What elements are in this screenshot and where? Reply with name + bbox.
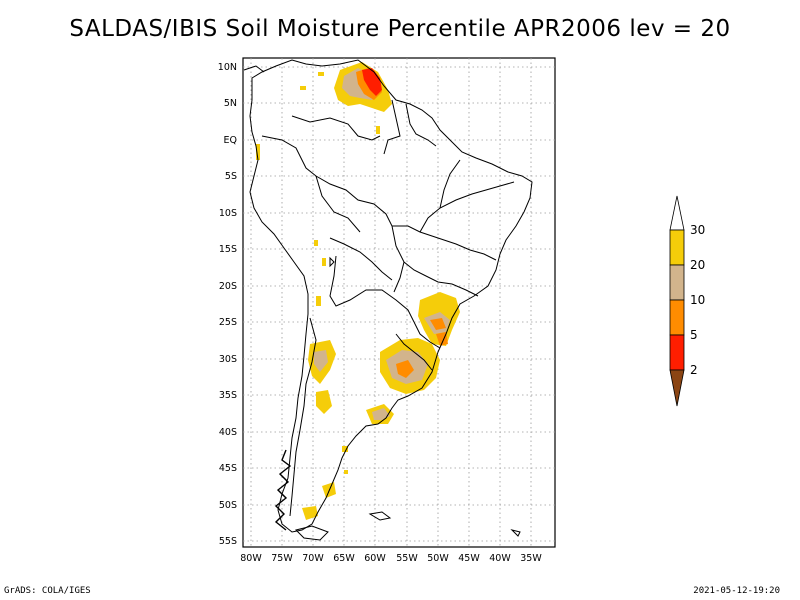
- region-orange-southeast: [430, 318, 446, 330]
- lon-tick: 75W: [271, 553, 293, 564]
- region-yellow-patagonia2: [302, 506, 318, 520]
- lat-tick: 35S: [219, 390, 237, 401]
- country-border: [329, 255, 415, 323]
- lon-tick: 70W: [302, 553, 324, 564]
- lat-tick: 15S: [219, 244, 237, 255]
- country-border: [405, 103, 437, 147]
- region-orange-uruguay: [396, 360, 414, 378]
- region-red-north: [362, 68, 382, 96]
- lon-tick: 45W: [458, 553, 480, 564]
- country-border: [439, 159, 461, 209]
- southeast-island: [510, 529, 521, 537]
- country-border: [413, 321, 441, 349]
- lon-axis: 80W 75W 70W 65W 60W 55W 50W 45W 40W 35W: [240, 553, 542, 564]
- country-border: [261, 135, 393, 227]
- region-yellow-speck: [318, 72, 324, 76]
- colorbar-label: 5: [690, 328, 698, 342]
- colorbar-label: 20: [690, 258, 705, 272]
- region-yellow-argentina2: [316, 390, 332, 414]
- lon-tick: 65W: [333, 553, 355, 564]
- country-border: [419, 181, 515, 233]
- percentile-shading: [256, 62, 460, 520]
- region-yellow-speck: [300, 86, 306, 90]
- colorbar-label: 10: [690, 293, 705, 307]
- footer-timestamp: 2021-05-12-19:20: [693, 586, 780, 596]
- lat-tick: 45S: [219, 463, 237, 474]
- country-border: [291, 115, 381, 141]
- lon-tick: 50W: [427, 553, 449, 564]
- colorbar-label: 2: [690, 363, 698, 377]
- colorbar-swatch-2-5: [669, 334, 685, 371]
- colorbar: [669, 195, 685, 407]
- colorbar-label: 30: [690, 223, 705, 237]
- lon-tick: 80W: [240, 553, 262, 564]
- lat-tick: 20S: [219, 281, 237, 292]
- country-border: [329, 237, 393, 281]
- region-yellow-speck: [314, 240, 318, 246]
- region-tan-argentina: [314, 350, 328, 372]
- lat-tick: 30S: [219, 354, 237, 365]
- country-border: [391, 225, 479, 297]
- lat-tick: 55S: [219, 536, 237, 547]
- lon-tick: 55W: [396, 553, 418, 564]
- lat-tick: 10S: [219, 208, 237, 219]
- falkland-islands: [368, 511, 392, 521]
- lat-tick: 50S: [219, 500, 237, 511]
- fjord-coast: [274, 449, 292, 531]
- lat-tick: 25S: [219, 317, 237, 328]
- lat-axis: 10N 5N EQ 5S 10S 15S 20S 25S 30S 35S 40S…: [218, 62, 237, 547]
- chart-title: SALDAS/IBIS Soil Moisture Percentile APR…: [69, 16, 731, 42]
- region-yellow-speck: [342, 446, 348, 452]
- country-border: [395, 333, 433, 371]
- tierra-del-fuego: [295, 525, 329, 541]
- lon-tick: 60W: [364, 553, 386, 564]
- colorbar-swatch-5-10: [669, 299, 685, 336]
- country-border: [392, 225, 497, 261]
- lat-tick: EQ: [224, 135, 237, 146]
- caribbean-coast: [243, 65, 265, 73]
- country-border: [289, 317, 317, 517]
- colorbar-swatch-10-20: [669, 264, 685, 301]
- region-yellow-speck: [256, 144, 260, 160]
- colorbar-swatch-20-30: [669, 229, 685, 266]
- lon-tick: 35W: [520, 553, 542, 564]
- lon-tick: 40W: [489, 553, 511, 564]
- country-border: [393, 261, 405, 293]
- country-border: [383, 99, 401, 155]
- lat-tick: 5S: [225, 171, 237, 182]
- region-yellow-speck: [322, 258, 326, 266]
- south-america-coastline: [249, 59, 533, 533]
- lake-titicaca: [329, 256, 335, 268]
- lat-tick: 40S: [219, 427, 237, 438]
- colorbar-cap-top: [669, 195, 685, 231]
- region-yellow-speck: [376, 126, 380, 134]
- colorbar-cap-bottom: [669, 369, 685, 407]
- region-yellow-speck: [316, 296, 321, 306]
- country-border: [315, 175, 361, 233]
- lat-tick: 5N: [224, 98, 237, 109]
- footer-credit: GrADS: COLA/IGES: [4, 586, 91, 596]
- region-tan-buenosaires: [372, 408, 390, 420]
- coastlines-borders: [243, 59, 533, 541]
- colorbar-labels: 30 20 10 5 2: [690, 223, 705, 377]
- lat-tick: 10N: [218, 62, 237, 73]
- region-yellow-speck: [344, 470, 348, 474]
